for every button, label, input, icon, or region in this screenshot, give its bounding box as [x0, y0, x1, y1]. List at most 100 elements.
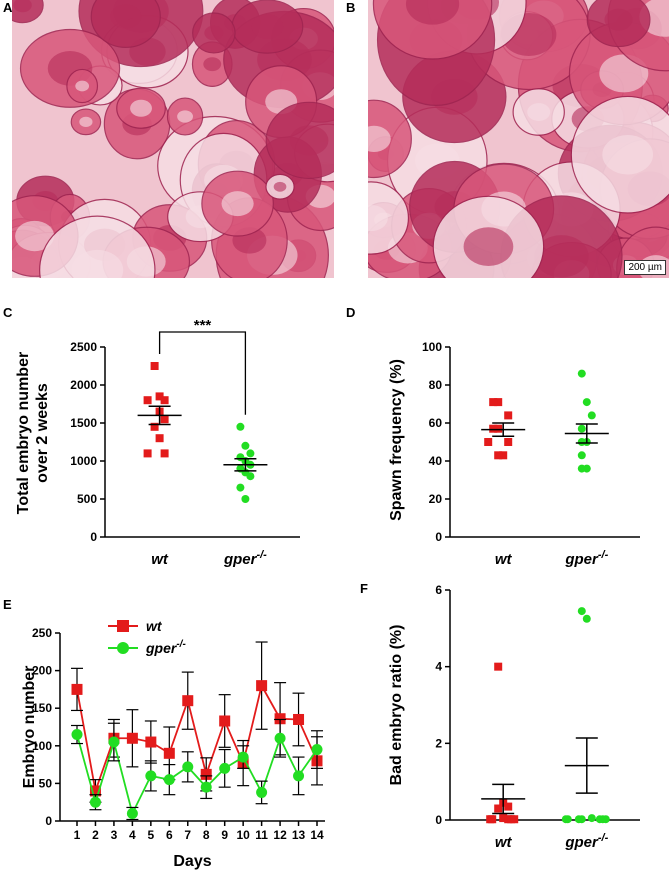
- chart-e-point: [274, 732, 286, 744]
- panel-label-e: E: [3, 597, 12, 612]
- chart-d-y-title: Spawn frequency (%): [388, 359, 405, 521]
- chart-c-point: [241, 495, 250, 503]
- chart-c-category-label: wt: [151, 551, 169, 568]
- chart-c-point: [143, 449, 152, 458]
- chart-e-x-tick-label: 14: [310, 828, 324, 842]
- chart-d-point: [494, 398, 503, 407]
- chart-f-y-tick-label: 0: [435, 813, 442, 827]
- chart-c-point: [246, 472, 255, 481]
- chart-f-y-tick-label: 2: [435, 736, 442, 750]
- chart-f-category-label: wt: [495, 834, 513, 851]
- chart-e-legend-label: gper-/-: [145, 639, 186, 656]
- chart-e-x-tick-label: 8: [203, 828, 210, 842]
- chart-f-point: [499, 814, 508, 823]
- chart-e-point: [126, 732, 138, 744]
- chart-c-significance-bracket: [158, 331, 247, 415]
- chart-f-category-label: gper-/-: [564, 832, 608, 851]
- scale-bar: 200 µm: [624, 260, 666, 275]
- chart-f-y-tick-label: 4: [435, 660, 442, 674]
- chart-e-y-title: Embryo number: [21, 666, 38, 789]
- chart-f-point: [504, 802, 513, 811]
- chart-e-point: [182, 761, 194, 773]
- chart-e-x-tick-label: 11: [255, 828, 268, 842]
- chart-e-x-tick-label: 7: [184, 828, 191, 842]
- chart-e-y-tick-label: 0: [45, 814, 52, 828]
- chart-d-point: [577, 464, 586, 473]
- chart-d-point: [494, 424, 503, 433]
- chart-d-point: [577, 424, 586, 433]
- chart-d-point: [499, 451, 508, 460]
- chart-d-point: [577, 438, 586, 446]
- chart-c-point: [150, 422, 159, 431]
- chart-e-point: [293, 713, 305, 725]
- chart-e-y-tick-label: 50: [39, 776, 53, 790]
- chart-d-y-tick-label: 40: [429, 454, 443, 468]
- chart-e-x-tick-label: 9: [221, 828, 228, 842]
- chart-d-y-tick-label: 20: [429, 492, 443, 506]
- chart-e-point: [182, 695, 194, 707]
- chart-f-point: [563, 815, 572, 824]
- chart-f-point: [510, 815, 519, 824]
- chart-f-y-tick-label: 6: [435, 583, 442, 597]
- chart-c-y-tick-label: 0: [90, 530, 97, 544]
- chart-e-point: [89, 785, 101, 797]
- chart-c-point: [155, 392, 164, 401]
- chart-d-y-tick-label: 80: [429, 378, 443, 392]
- chart-e-x-tick-label: 2: [92, 828, 99, 842]
- panel-label-a: A: [3, 0, 13, 15]
- chart-c-y-tick-label: 1000: [70, 454, 97, 468]
- chart-c-point: [150, 362, 159, 370]
- chart-f-point: [582, 614, 591, 623]
- chart-d-point: [587, 411, 596, 420]
- chart-d-point: [504, 411, 513, 420]
- chart-d-category-label: gper-/-: [564, 549, 608, 568]
- chart-e-x-tick-label: 4: [129, 828, 136, 842]
- chart-c-significance-label: ***: [194, 317, 212, 334]
- chart-d-category-label: wt: [495, 551, 513, 568]
- chart-c-category-label: gper-/-: [223, 549, 267, 568]
- chart-c-y-title: Total embryo number over 2 weeks: [15, 352, 51, 514]
- chart-e-point: [219, 715, 231, 727]
- chart-e-point: [274, 713, 286, 725]
- chart-f-y-title: Bad embryo ratio (%): [388, 625, 405, 786]
- chart-e-point: [219, 762, 231, 774]
- panel-label-d: D: [346, 305, 356, 320]
- chart-e-point: [311, 744, 323, 756]
- chart-c-point: [160, 449, 169, 458]
- chart-c-point: [236, 483, 245, 492]
- chart-f-point: [587, 814, 596, 823]
- chart-d-y-tick-label: 60: [429, 416, 443, 430]
- chart-e-point: [71, 729, 83, 741]
- chart-e-y-tick-label: 200: [32, 664, 52, 678]
- chart-d-y-tick-label: 100: [422, 340, 442, 354]
- chart-f-point: [574, 815, 583, 824]
- chart-e-point: [200, 768, 212, 780]
- chart-e-legend-marker: [117, 620, 129, 632]
- chart-e-x-tick-label: 3: [111, 828, 118, 842]
- chart-d-y-tick-label: 0: [435, 530, 442, 544]
- chart-e-series-line: [76, 734, 318, 817]
- chart-e-x-tick-label: 1: [74, 828, 81, 842]
- chart-e-legend-marker: [117, 642, 129, 654]
- chart-f-point: [601, 815, 610, 824]
- chart-e-point: [126, 807, 138, 819]
- chart-c-point: [246, 449, 255, 458]
- panel-label-b: B: [346, 0, 356, 15]
- chart-e-x-tick-label: 5: [148, 828, 155, 842]
- chart-e-y-tick-label: 250: [32, 626, 52, 640]
- chart-e-point: [163, 774, 175, 786]
- chart-f-point: [494, 662, 503, 671]
- panel-label-f: F: [360, 581, 368, 596]
- chart-e-y-tick-label: 150: [32, 701, 52, 715]
- chart-e-legend-label: wt: [146, 618, 163, 634]
- chart-e-point: [145, 736, 157, 748]
- micrograph-b: 200 µm: [368, 0, 669, 278]
- panel-label-c: C: [3, 305, 13, 320]
- chart-e-point: [293, 770, 305, 782]
- chart-f-point: [488, 815, 497, 824]
- chart-d-point: [489, 398, 498, 407]
- chart-c-point: [160, 396, 169, 405]
- chart-d-point: [582, 398, 591, 407]
